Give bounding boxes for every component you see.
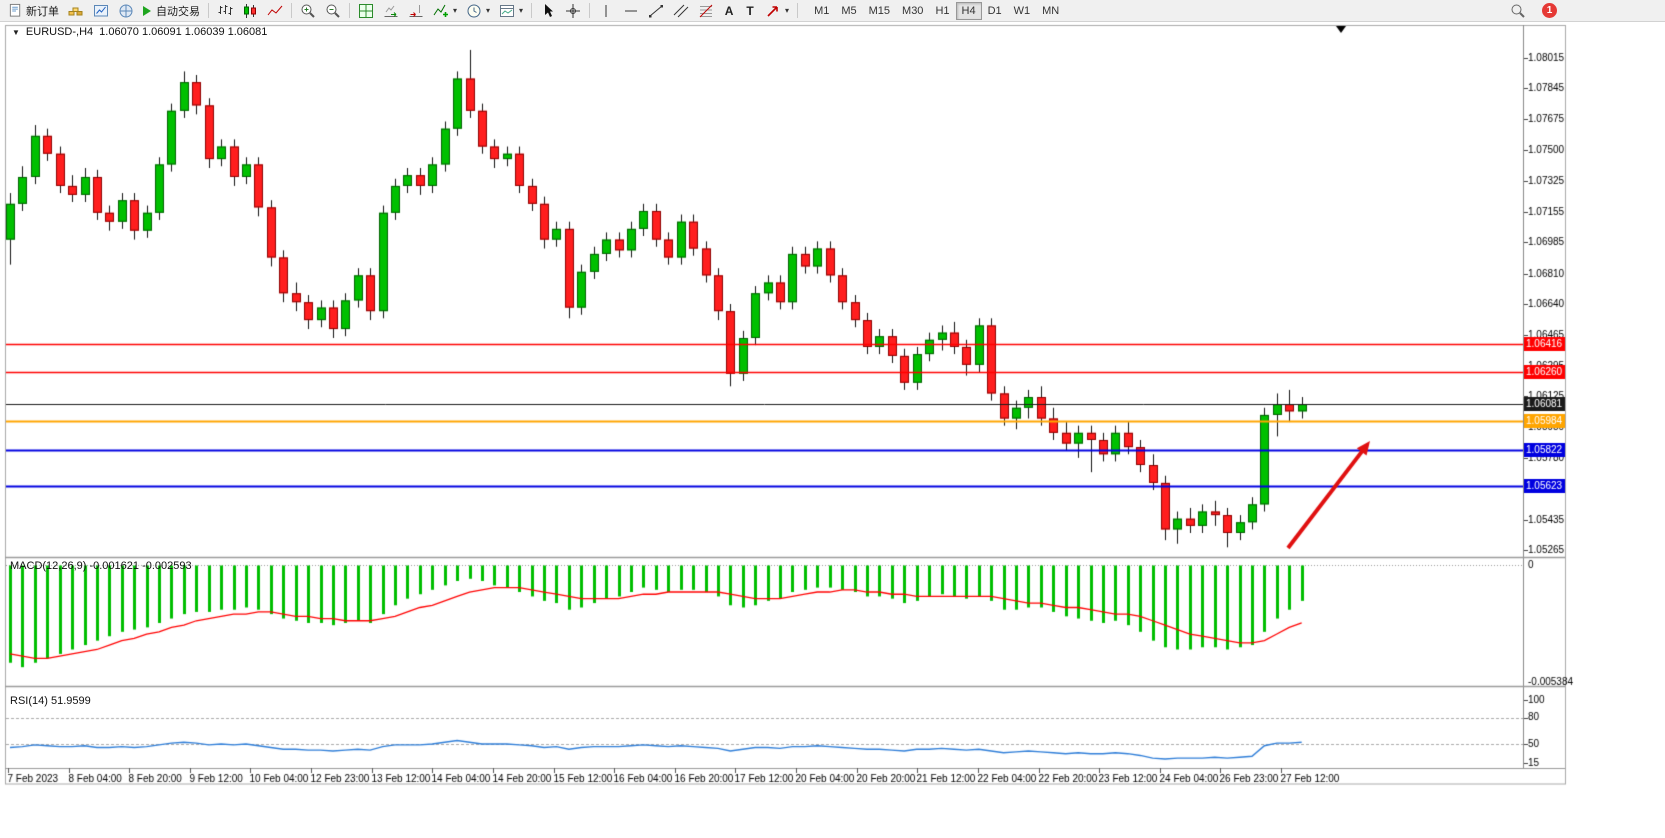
toolbar-separator bbox=[208, 3, 209, 18]
bar-chart-button[interactable] bbox=[213, 1, 237, 20]
dropdown-caret-icon: ▾ bbox=[453, 5, 458, 15]
zoom-out-button[interactable] bbox=[321, 1, 345, 20]
timeframe-m5-button[interactable]: M5 bbox=[835, 2, 862, 20]
equidistant-channel-icon bbox=[673, 4, 689, 17]
timeframe-toolbar: M1 M5 M15 M30 H1 H4 D1 W1 MN bbox=[808, 1, 1065, 20]
timeframe-d1-button[interactable]: D1 bbox=[982, 2, 1008, 20]
trendline-icon bbox=[649, 4, 664, 17]
horizontal-line-icon bbox=[625, 10, 638, 11]
vertical-line-button[interactable] bbox=[594, 1, 618, 20]
market-watch-icon bbox=[94, 4, 108, 16]
templates-button[interactable]: ▾ bbox=[495, 1, 527, 20]
toolbar-separator bbox=[797, 3, 799, 18]
toolbar-separator bbox=[531, 3, 533, 18]
new-order-button[interactable]: 新订单 bbox=[4, 1, 63, 20]
timeframe-h1-button[interactable]: H1 bbox=[929, 2, 955, 20]
macd-indicator-label: MACD(12,26,9) -0.001621 -0.002593 bbox=[10, 560, 192, 572]
dropdown-caret-icon: ▾ bbox=[486, 5, 491, 15]
toolbar-right-group: 1 bbox=[1506, 1, 1557, 20]
indicators-button[interactable]: ▾ bbox=[429, 1, 461, 20]
line-chart-icon bbox=[267, 5, 283, 15]
bar-chart-icon bbox=[218, 4, 233, 15]
timeframe-m15-button[interactable]: M15 bbox=[863, 2, 896, 20]
arrow-tool-icon bbox=[767, 5, 778, 17]
timeframe-m30-button[interactable]: M30 bbox=[896, 2, 929, 20]
label-tool-glyph: T bbox=[746, 3, 754, 18]
zoom-out-icon bbox=[326, 4, 340, 18]
timeframe-w1-button[interactable]: W1 bbox=[1008, 2, 1037, 20]
charts-button[interactable] bbox=[64, 1, 88, 20]
collapse-triangle-icon[interactable]: ▼ bbox=[12, 27, 20, 37]
new-order-label: 新订单 bbox=[26, 5, 59, 18]
clock-icon bbox=[467, 4, 481, 17]
chart-shift-icon bbox=[409, 4, 423, 17]
candlestick-chart-button[interactable] bbox=[238, 1, 262, 20]
fibonacci-icon bbox=[699, 4, 713, 17]
gold-bars-icon bbox=[68, 7, 83, 15]
main-toolbar: 新订单 自动交易 ▾ ▾ bbox=[0, 0, 1665, 22]
timeframe-mn-button[interactable]: MN bbox=[1036, 2, 1065, 20]
market-watch-button[interactable] bbox=[89, 1, 113, 20]
cursor-icon bbox=[545, 3, 554, 17]
rsi-indicator-label: RSI(14) 51.9599 bbox=[10, 695, 91, 707]
chart-shift-button[interactable] bbox=[404, 1, 428, 20]
arrows-button[interactable]: ▾ bbox=[761, 1, 793, 20]
trendline-button[interactable] bbox=[644, 1, 668, 20]
template-icon bbox=[500, 4, 515, 17]
auto-trading-button[interactable]: 自动交易 bbox=[139, 1, 204, 20]
text-button[interactable]: A bbox=[719, 1, 739, 20]
tile-windows-icon bbox=[359, 3, 373, 18]
notification-badge[interactable]: 1 bbox=[1542, 3, 1557, 18]
label-button[interactable]: T bbox=[740, 1, 760, 20]
search-icon bbox=[1511, 4, 1525, 18]
new-order-icon bbox=[9, 3, 21, 17]
toolbar-separator bbox=[291, 3, 292, 18]
crosshair-button[interactable] bbox=[561, 1, 585, 20]
chart-symbol: EURUSD-,H4 bbox=[25, 26, 94, 38]
fibonacci-button[interactable] bbox=[694, 1, 718, 20]
auto-trading-label: 自动交易 bbox=[156, 5, 200, 18]
tile-windows-button[interactable] bbox=[354, 1, 378, 20]
text-tool-glyph: A bbox=[724, 3, 734, 18]
toolbar-separator bbox=[589, 3, 591, 18]
zoom-in-button[interactable] bbox=[296, 1, 320, 20]
line-chart-button[interactable] bbox=[263, 1, 287, 20]
candlestick-icon bbox=[244, 3, 256, 18]
crosshair-icon bbox=[566, 3, 581, 18]
search-button[interactable] bbox=[1506, 1, 1530, 20]
navigator-button[interactable] bbox=[114, 1, 138, 20]
toolbar-separator bbox=[349, 3, 350, 18]
auto-scroll-icon bbox=[384, 5, 398, 17]
auto-scroll-button[interactable] bbox=[379, 1, 403, 20]
dropdown-caret-icon: ▾ bbox=[519, 5, 524, 15]
periods-button[interactable]: ▾ bbox=[462, 1, 494, 20]
timeframe-m1-button[interactable]: M1 bbox=[808, 2, 835, 20]
channel-button[interactable] bbox=[669, 1, 693, 20]
cursor-button[interactable] bbox=[536, 1, 560, 20]
indicators-icon bbox=[433, 4, 448, 17]
zoom-in-icon bbox=[301, 4, 315, 18]
chart-ohlc-readout: 1.06070 1.06091 1.06039 1.06081 bbox=[99, 26, 268, 38]
chart-title: ▼ EURUSD-,H4 1.06070 1.06091 1.06039 1.0… bbox=[12, 26, 267, 38]
play-icon bbox=[143, 5, 151, 16]
horizontal-line-button[interactable] bbox=[619, 1, 643, 20]
timeframe-h4-button[interactable]: H4 bbox=[955, 1, 982, 20]
navigator-icon bbox=[119, 4, 133, 17]
dropdown-caret-icon: ▾ bbox=[785, 5, 790, 15]
vertical-line-icon bbox=[605, 4, 607, 17]
